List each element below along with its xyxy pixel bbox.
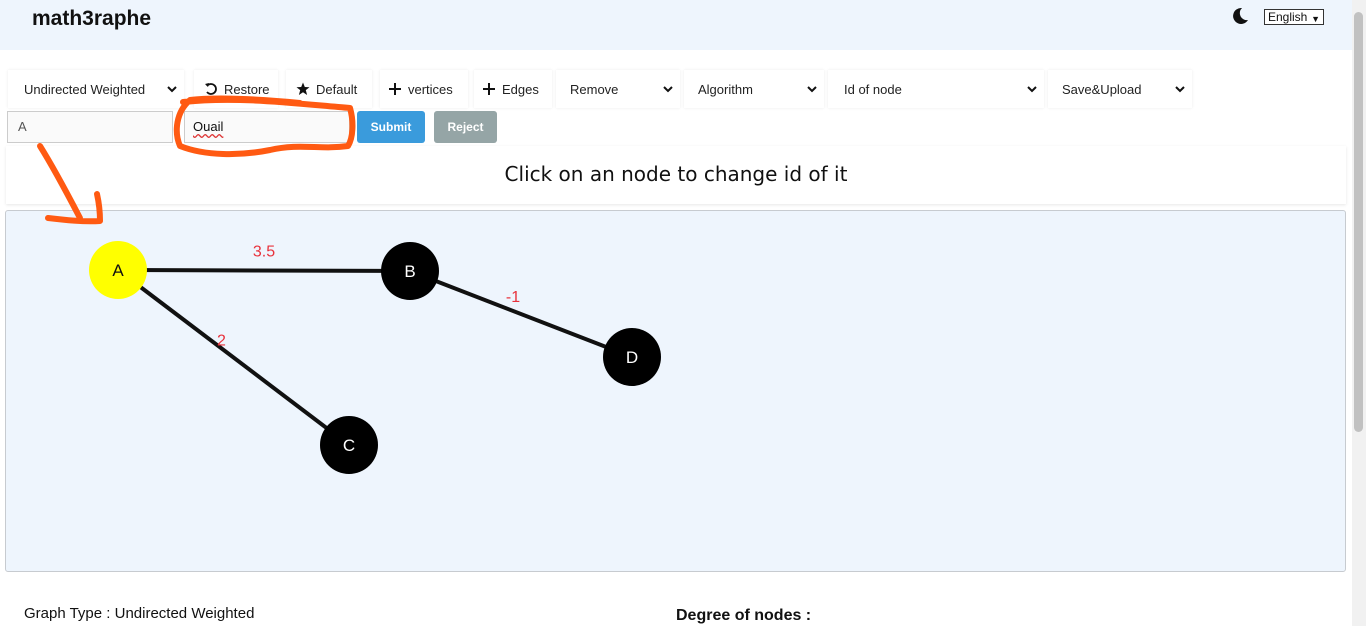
remove-select[interactable]: Remove [556,70,680,108]
app-title: math3raphe [32,7,152,30]
graph-node-label: A [112,261,124,280]
chevron-down-icon [807,86,817,93]
new-node-id-value: Ouail [193,119,224,134]
graph-drawing[interactable]: 3.5 2 -1 A B C D [6,211,1347,573]
graph-node-A[interactable] [89,241,147,299]
algorithm-label: Algorithm [698,81,753,97]
graph-type-select[interactable]: Undirected Weighted [8,70,184,108]
plus-icon [483,83,495,95]
id-of-node-label: Id of node [844,81,902,97]
add-vertices-button[interactable]: vertices [380,70,468,108]
instruction-message: Click on an node to change id of it [504,162,848,186]
edge-A-C[interactable] [116,268,351,447]
save-upload-select[interactable]: Save&Upload [1048,70,1192,108]
graph-node-label: C [343,436,355,455]
graph-type-label: Undirected Weighted [24,81,146,97]
old-node-id-value: A [18,119,27,134]
graph-node-B[interactable] [381,242,439,300]
chevron-down-icon [167,86,177,93]
save-upload-label: Save&Upload [1062,81,1142,97]
graph-node-C[interactable] [320,416,378,474]
star-icon [296,82,310,95]
chevron-down-icon [1175,86,1185,93]
app-header: math3raphe English ▼ [0,0,1352,50]
restore-icon [205,83,217,95]
edges-label: Edges [502,81,539,97]
chevron-down-icon [663,86,673,93]
edge-weight-label: -1 [506,289,520,306]
graph-node-label: B [404,262,415,281]
dark-mode-moon-icon[interactable] [1230,6,1250,26]
reject-button[interactable]: Reject [434,111,497,143]
remove-label: Remove [570,81,619,97]
language-select-value: English [1268,10,1308,24]
restore-label: Restore [224,81,270,97]
edge-weight-label: 3.5 [253,244,275,261]
edge-B-D[interactable] [409,269,633,359]
language-select[interactable]: English ▼ [1264,9,1324,25]
algorithm-select[interactable]: Algorithm [684,70,824,108]
graph-canvas[interactable]: 3.5 2 -1 A B C D [5,210,1346,572]
id-of-node-select[interactable]: Id of node [828,70,1044,108]
vertices-label: vertices [408,81,453,97]
default-button[interactable]: Default [286,70,372,108]
chevron-down-icon: ▼ [1311,14,1320,24]
new-node-id-input[interactable]: Ouail [184,111,350,143]
add-edges-button[interactable]: Edges [474,70,552,108]
degree-heading: Degree of nodes : [676,607,812,624]
edge-A-B[interactable] [117,268,411,273]
instruction-bar: Click on an node to change id of it [6,146,1346,204]
plus-icon [389,83,401,95]
chevron-down-icon [1027,86,1037,93]
page-scrollbar-thumb[interactable] [1354,12,1363,432]
graph-node-D[interactable] [603,328,661,386]
graph-node-label: D [626,348,638,367]
default-label: Default [316,81,358,97]
old-node-id-input[interactable]: A [7,111,173,143]
edge-weight-label: 2 [217,333,226,350]
graph-type-summary: Graph Type : Undirected Weighted [24,605,255,622]
restore-button[interactable]: Restore [194,70,278,108]
submit-button[interactable]: Submit [357,111,425,143]
